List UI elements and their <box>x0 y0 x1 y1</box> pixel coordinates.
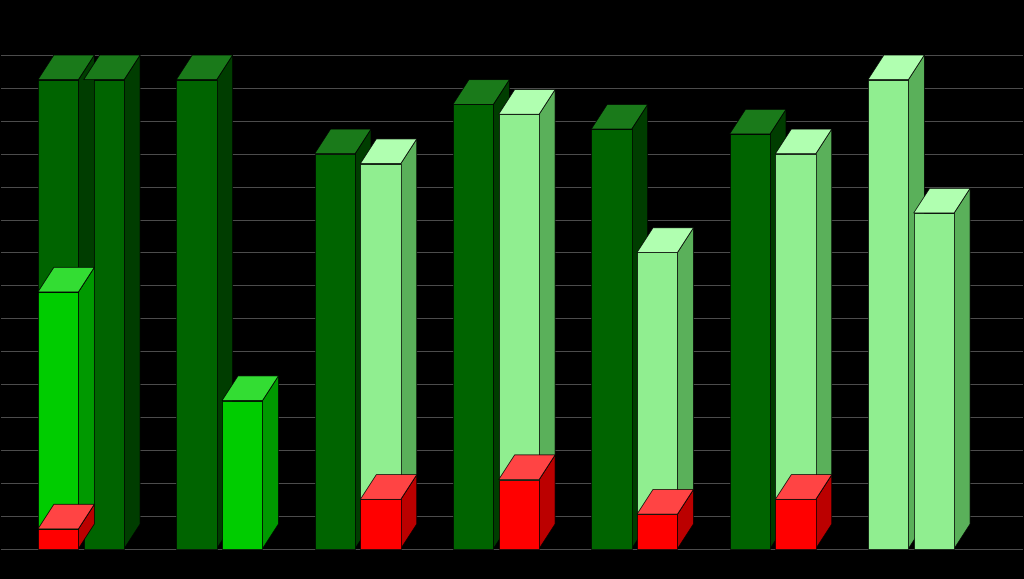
Polygon shape <box>79 267 94 529</box>
Polygon shape <box>730 109 786 134</box>
Polygon shape <box>499 455 555 479</box>
Polygon shape <box>84 55 140 80</box>
Polygon shape <box>400 475 417 549</box>
Polygon shape <box>775 154 816 499</box>
Polygon shape <box>775 129 831 154</box>
Polygon shape <box>730 134 770 549</box>
Polygon shape <box>539 455 555 549</box>
Polygon shape <box>79 55 94 292</box>
Polygon shape <box>678 489 693 549</box>
Polygon shape <box>355 129 371 549</box>
Polygon shape <box>360 164 400 499</box>
Polygon shape <box>314 154 355 549</box>
Polygon shape <box>816 475 831 549</box>
Polygon shape <box>79 504 94 549</box>
Polygon shape <box>84 80 124 549</box>
Polygon shape <box>499 479 539 549</box>
Polygon shape <box>637 252 678 514</box>
Polygon shape <box>360 139 417 164</box>
Polygon shape <box>954 188 970 549</box>
Polygon shape <box>400 139 417 499</box>
Polygon shape <box>222 401 262 549</box>
Polygon shape <box>775 475 831 499</box>
Polygon shape <box>124 55 140 549</box>
Polygon shape <box>176 55 232 80</box>
Polygon shape <box>632 104 647 549</box>
Polygon shape <box>494 80 509 549</box>
Polygon shape <box>678 228 693 514</box>
Polygon shape <box>38 504 94 529</box>
Polygon shape <box>360 499 400 549</box>
Polygon shape <box>314 129 371 154</box>
Polygon shape <box>868 80 908 549</box>
Polygon shape <box>176 80 217 549</box>
Polygon shape <box>360 475 417 499</box>
Polygon shape <box>637 489 693 514</box>
Polygon shape <box>499 114 539 479</box>
Polygon shape <box>591 104 647 129</box>
Polygon shape <box>908 55 925 549</box>
Polygon shape <box>499 90 555 114</box>
Polygon shape <box>637 514 678 549</box>
Polygon shape <box>38 80 79 292</box>
Polygon shape <box>38 292 79 529</box>
Polygon shape <box>453 104 494 549</box>
Polygon shape <box>453 80 509 104</box>
Polygon shape <box>868 55 925 80</box>
Polygon shape <box>38 55 94 80</box>
Polygon shape <box>539 90 555 479</box>
Polygon shape <box>222 376 279 401</box>
Polygon shape <box>591 129 632 549</box>
Polygon shape <box>770 109 786 549</box>
Polygon shape <box>913 213 954 549</box>
Polygon shape <box>38 267 94 292</box>
Polygon shape <box>775 499 816 549</box>
Polygon shape <box>913 188 970 213</box>
Polygon shape <box>816 129 831 499</box>
Polygon shape <box>637 228 693 252</box>
Polygon shape <box>38 529 79 549</box>
Polygon shape <box>217 55 232 549</box>
Polygon shape <box>262 376 279 549</box>
